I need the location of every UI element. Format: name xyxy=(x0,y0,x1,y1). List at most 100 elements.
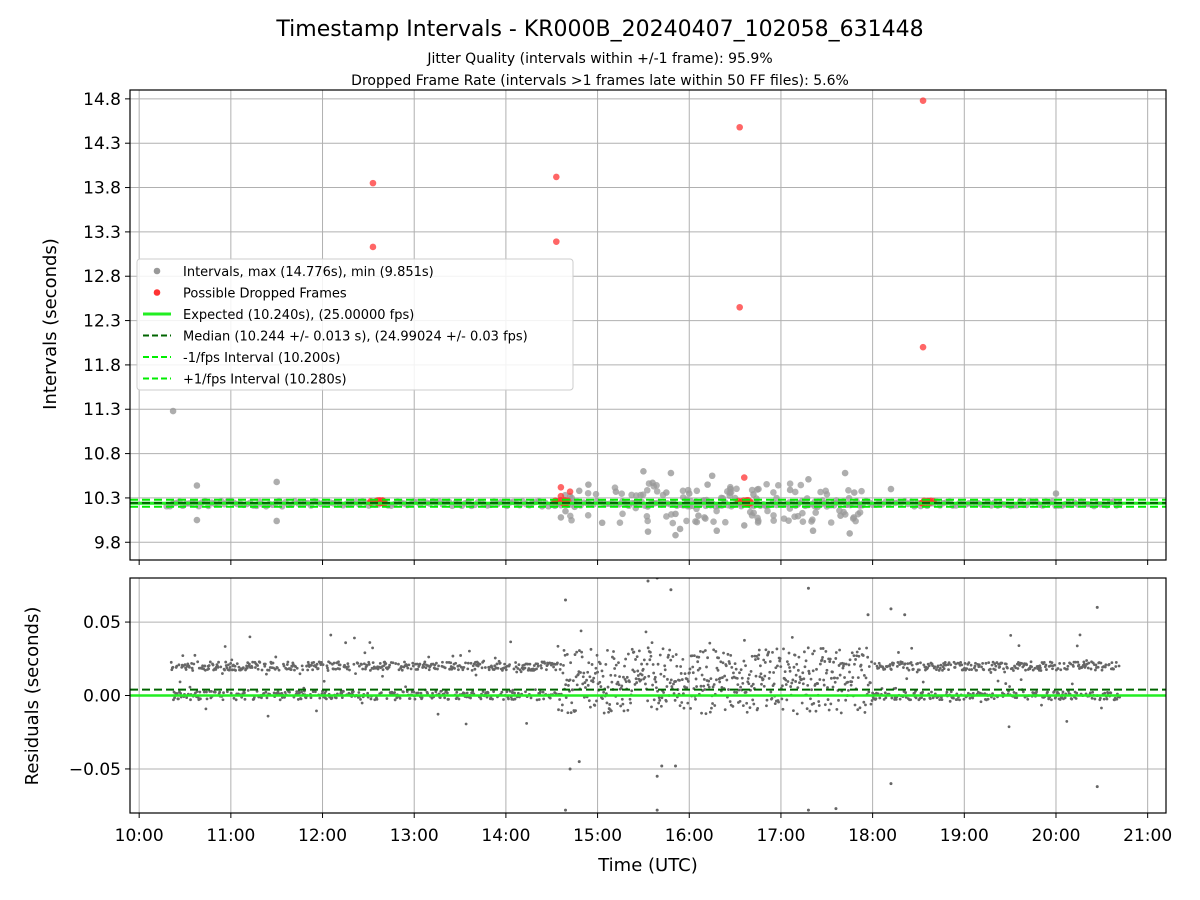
residual-outlier-point xyxy=(655,774,659,778)
residual-point xyxy=(847,688,850,692)
residual-point xyxy=(595,653,599,657)
residual-point xyxy=(207,667,211,671)
residual-point xyxy=(360,701,364,705)
residual-point xyxy=(1105,697,1109,701)
residual-point xyxy=(624,657,628,661)
interval-outlier-point xyxy=(273,478,280,486)
residual-point xyxy=(859,663,863,667)
interval-point xyxy=(774,482,782,489)
residual-point xyxy=(739,668,743,672)
residual-point xyxy=(725,678,729,682)
residual-point xyxy=(1016,667,1020,670)
residual-point xyxy=(820,658,824,662)
residual-point xyxy=(558,698,562,701)
residual-point xyxy=(821,656,824,659)
residual-point xyxy=(436,712,440,716)
interval-outlier-point xyxy=(663,489,670,496)
interval-point xyxy=(653,488,661,495)
residual-point xyxy=(585,678,588,682)
residual-point xyxy=(243,697,247,701)
residual-point xyxy=(260,696,263,700)
residual-point xyxy=(740,676,744,680)
interval-point xyxy=(750,509,757,517)
legend-entry-label: Intervals, max (14.776s), min (9.851s) xyxy=(183,265,434,280)
residual-outlier-point xyxy=(577,760,581,764)
residual-point xyxy=(619,704,623,708)
residual-point xyxy=(632,650,636,654)
time-x-tick-label: 10:00 xyxy=(115,826,164,846)
residual-point xyxy=(1056,667,1060,670)
residual-point xyxy=(368,668,372,672)
residual-point xyxy=(1091,690,1095,694)
residual-point xyxy=(849,683,853,687)
residual-point xyxy=(791,678,795,682)
residual-point xyxy=(835,708,839,711)
dropped-frame-point xyxy=(557,492,565,500)
residual-point xyxy=(984,661,988,665)
residual-point xyxy=(839,711,843,715)
residual-point xyxy=(1024,668,1027,672)
residual-point xyxy=(643,675,647,679)
residual-point xyxy=(258,660,262,664)
residual-point xyxy=(843,676,846,679)
residual-point xyxy=(604,662,608,666)
residual-point xyxy=(1051,667,1054,671)
residual-point xyxy=(431,691,434,695)
residual-point xyxy=(987,661,991,665)
time-x-tick-label: 18:00 xyxy=(848,826,897,846)
residual-point xyxy=(1114,665,1118,668)
residual-point xyxy=(675,664,679,668)
residual-point xyxy=(841,666,845,670)
residual-point xyxy=(758,675,762,679)
residual-point xyxy=(917,668,921,672)
residual-point xyxy=(838,648,842,652)
residual-point xyxy=(508,663,511,667)
residual-point xyxy=(1094,668,1097,672)
residual-point xyxy=(326,666,329,670)
residual-point xyxy=(1099,661,1103,665)
legend-marker-dropped xyxy=(153,289,161,296)
residual-point xyxy=(338,663,342,667)
residual-point xyxy=(688,667,692,671)
residual-point xyxy=(855,654,859,658)
residual-point xyxy=(853,703,857,707)
residual-point xyxy=(714,678,718,682)
residual-point xyxy=(446,691,449,695)
residual-outlier-point xyxy=(806,808,810,812)
residual-point xyxy=(441,660,444,664)
residual-point xyxy=(179,692,183,695)
residual-point xyxy=(1074,697,1078,700)
residual-point xyxy=(188,685,192,689)
residual-point xyxy=(745,701,749,705)
residual-point xyxy=(746,677,750,680)
residual-point xyxy=(686,701,690,705)
residual-point xyxy=(707,679,711,683)
residual-point xyxy=(486,691,490,695)
residual-point xyxy=(866,683,870,687)
residual-point xyxy=(541,690,545,694)
residual-point xyxy=(623,677,627,681)
residual-point xyxy=(228,668,231,672)
residual-point xyxy=(943,661,947,664)
residual-point xyxy=(443,696,447,700)
residual-point xyxy=(416,667,420,671)
residual-point xyxy=(369,697,373,701)
residual-point xyxy=(883,667,887,671)
residual-point xyxy=(933,665,937,669)
residual-point xyxy=(455,690,459,694)
residuals-plot-area xyxy=(130,578,1166,812)
residual-point xyxy=(539,664,543,667)
residual-point xyxy=(469,696,472,700)
legend-entry-label: Possible Dropped Frames xyxy=(183,287,347,302)
residual-point xyxy=(1114,661,1118,664)
residual-point xyxy=(346,662,350,666)
interval-point xyxy=(584,512,592,519)
residual-point xyxy=(834,657,838,660)
interval-outlier-point xyxy=(562,507,569,515)
residual-point xyxy=(205,697,209,701)
residual-point xyxy=(858,647,861,651)
residual-point xyxy=(763,661,767,664)
dropped-frame-point xyxy=(557,483,565,491)
residual-point xyxy=(668,648,672,652)
legend-entry-label: Expected (10.240s), (25.00000 fps) xyxy=(183,308,414,323)
